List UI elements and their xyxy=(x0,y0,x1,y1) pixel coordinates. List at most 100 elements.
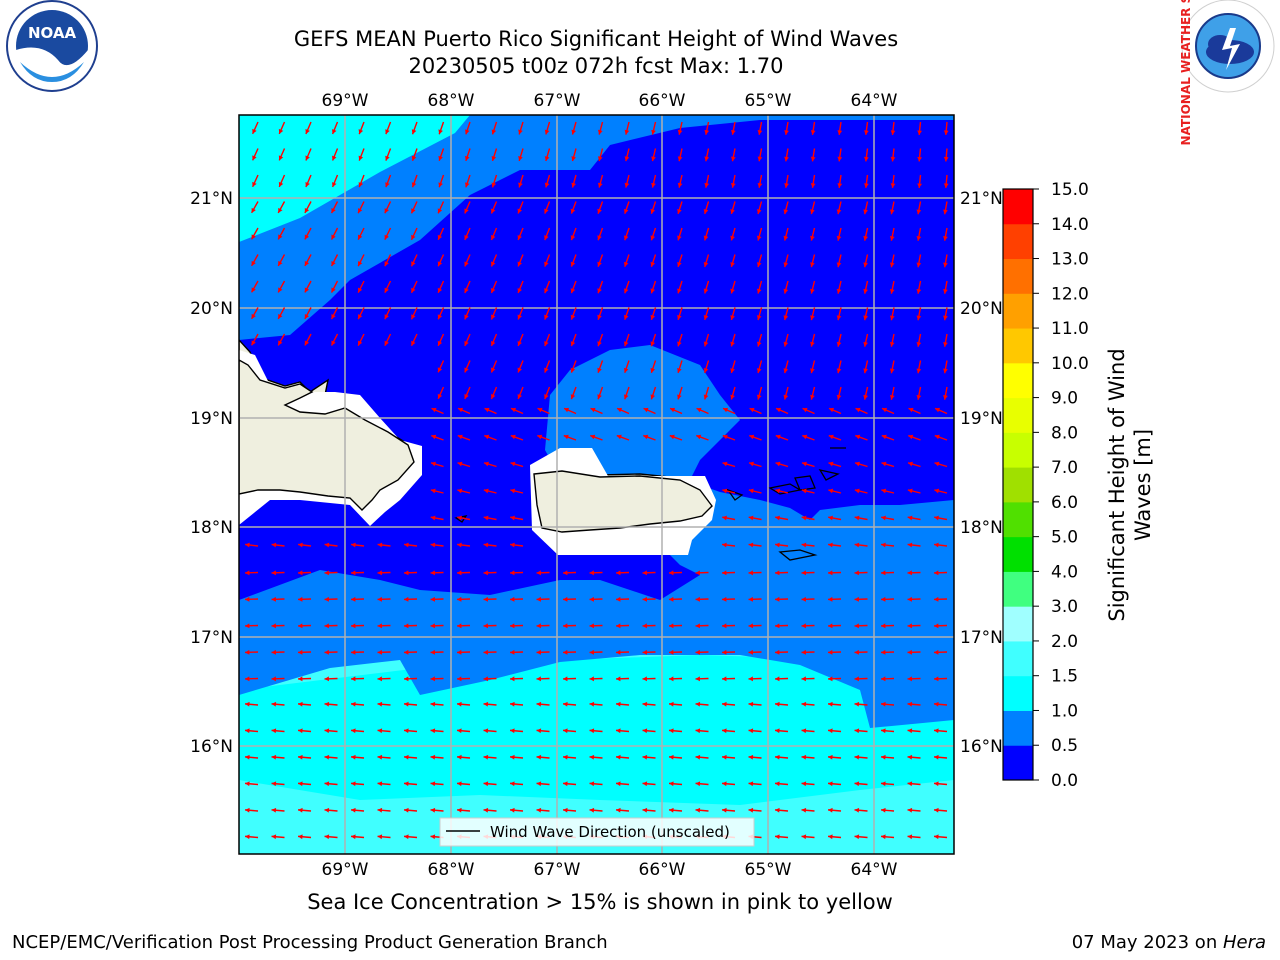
wind-arrow-head xyxy=(430,488,436,494)
wind-arrow-head xyxy=(695,754,701,760)
wind-arrow-head xyxy=(881,781,886,787)
wind-arrow-head xyxy=(411,314,416,320)
wind-arrow-head xyxy=(298,701,303,707)
wind-arrow-head xyxy=(377,728,383,734)
wind-arrow-head xyxy=(351,623,356,629)
wind-arrow-head xyxy=(510,623,515,629)
wind-arrow-head xyxy=(490,208,496,214)
wind-arrow-head xyxy=(517,235,522,241)
wind-arrow-head xyxy=(889,235,895,241)
wind-arrow-head xyxy=(775,488,781,494)
lon-label: 68°W xyxy=(428,860,475,880)
wind-arrow-head xyxy=(730,368,735,373)
wind-arrow-head xyxy=(917,156,922,162)
wind-arrow-head xyxy=(695,649,700,655)
wind-arrow-head xyxy=(437,340,443,346)
wind-arrow-head xyxy=(934,488,940,494)
wind-arrow-head xyxy=(430,596,435,602)
wind-arrow-head xyxy=(669,623,674,629)
wind-arrow-head xyxy=(457,701,462,707)
wind-arrow-head xyxy=(695,623,700,629)
wind-arrow-head xyxy=(491,155,497,161)
wind-arrow-head xyxy=(589,728,595,734)
colorbar-segment xyxy=(1003,467,1033,503)
wind-arrow-head xyxy=(324,649,329,655)
wind-arrow-head xyxy=(251,287,256,293)
wind-arrow-head xyxy=(784,156,789,162)
wind-arrow-head xyxy=(483,807,489,813)
wind-arrow-head xyxy=(642,649,647,655)
wind-arrow-head xyxy=(278,234,283,240)
wind-arrow-head xyxy=(483,596,488,602)
wind-arrow-head xyxy=(517,208,522,214)
wind-arrow-head xyxy=(703,368,709,373)
wind-arrow-head xyxy=(801,542,807,548)
wind-arrow-head xyxy=(385,155,390,161)
wind-arrow-head xyxy=(828,488,834,494)
wind-arrow-head xyxy=(916,262,922,268)
wind-arrow-head xyxy=(775,728,780,734)
lon-labels-top: 69°W 68°W 67°W 66°W 65°W 64°W xyxy=(322,91,898,111)
wind-arrow-head xyxy=(695,701,701,707)
nws-logo: NATIONAL WEATHER SERVICE xyxy=(1179,0,1275,145)
wind-arrow-head xyxy=(908,407,914,413)
wind-arrow-head xyxy=(404,701,409,707)
wind-arrow-head xyxy=(828,781,833,787)
wind-arrow-head xyxy=(624,156,630,162)
wind-arrow-head xyxy=(563,596,568,602)
wind-arrow-head xyxy=(331,208,336,214)
wind-arrow-head xyxy=(597,235,602,241)
wind-arrow-head xyxy=(278,155,284,161)
colorbar-segment xyxy=(1003,745,1033,781)
wind-arrow-head xyxy=(916,289,922,294)
wind-arrow-head xyxy=(305,181,310,187)
wind-arrow-head xyxy=(677,129,683,135)
wind-arrow-head xyxy=(536,676,541,682)
sea-ice-note: Sea Ice Concentration > 15% is shown in … xyxy=(0,890,1280,914)
wind-arrow-head xyxy=(889,288,895,294)
wind-arrow-head xyxy=(801,649,806,655)
wind-arrow-head xyxy=(384,287,389,293)
colorbar-tick-label: 1.0 xyxy=(1051,701,1078,721)
wind-arrow-head xyxy=(722,596,727,602)
wind-arrow-head xyxy=(934,570,939,576)
wind-arrow-head xyxy=(597,394,602,400)
wind-arrow-head xyxy=(464,314,469,320)
wind-arrow-head xyxy=(783,209,789,215)
wind-arrow-head xyxy=(597,288,602,294)
wind-arrow-head xyxy=(377,649,382,655)
wind-arrow-head xyxy=(889,209,895,215)
wind-arrow-head xyxy=(278,340,283,346)
wind-arrow-head xyxy=(864,130,869,135)
wind-arrow-head xyxy=(855,461,860,467)
wind-arrow-head xyxy=(650,341,656,347)
wind-arrow-head xyxy=(616,649,621,655)
wind-arrow-head xyxy=(563,676,568,682)
wind-arrow-head xyxy=(484,434,490,440)
wind-arrow-head xyxy=(245,781,250,787)
wind-arrow-head xyxy=(748,781,754,787)
wind-arrow-head xyxy=(351,649,356,655)
wind-arrow-head xyxy=(828,728,833,734)
wind-arrow-head xyxy=(828,542,833,548)
wind-arrow-head xyxy=(298,754,303,760)
wind-arrow-head xyxy=(351,807,356,813)
wind-arrow-head xyxy=(324,623,329,629)
wind-arrow-head xyxy=(828,807,833,813)
lat-label: 20°N xyxy=(190,299,233,319)
wind-arrow-head xyxy=(677,314,682,320)
wind-arrow-head xyxy=(616,781,621,787)
wind-arrow-head xyxy=(430,542,436,548)
wind-arrow-head xyxy=(385,182,390,188)
wind-arrow-head xyxy=(510,754,515,760)
colorbar-segment xyxy=(1003,432,1033,468)
wind-arrow-head xyxy=(616,701,621,707)
wind-arrow-head xyxy=(457,754,462,760)
wind-arrow-head xyxy=(437,367,443,373)
wind-arrow-head xyxy=(298,834,303,840)
wind-arrow-head xyxy=(404,728,409,734)
wind-arrow-head xyxy=(377,623,382,629)
wind-arrow-head xyxy=(537,434,543,440)
wind-arrow-head xyxy=(881,596,886,602)
